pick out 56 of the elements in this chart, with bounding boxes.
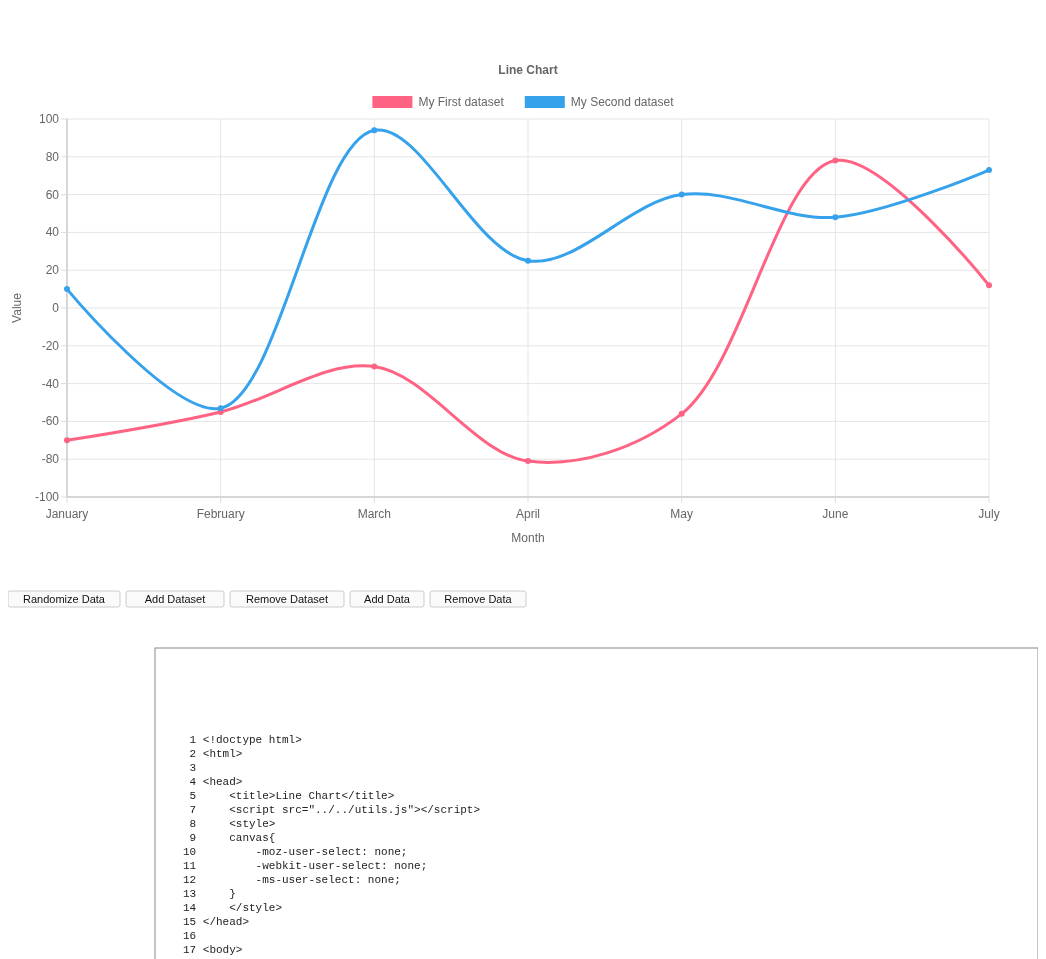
point — [371, 363, 378, 370]
text: 14 </style> — [183, 902, 283, 914]
y-tick-label: 80 — [45, 149, 60, 164]
point — [64, 286, 70, 293]
button: Add Data — [349, 590, 425, 608]
x-tick-label: February — [196, 507, 245, 521]
button: Add Dataset — [125, 590, 225, 608]
text: 16 — [183, 930, 197, 942]
text: 13 } — [183, 888, 236, 900]
text: 2 <html> — [183, 748, 243, 760]
point — [525, 458, 531, 465]
y-tick-label: -60 — [41, 414, 60, 429]
chart-title: Line Chart — [498, 63, 558, 77]
point — [371, 127, 378, 134]
y-tick-label: 20 — [45, 263, 60, 278]
text: 1 <!doctype html> — [183, 734, 302, 746]
button: Remove Data — [429, 590, 527, 608]
text: 9 canvas{ — [183, 832, 276, 844]
y-tick-label: -80 — [41, 452, 60, 467]
point — [525, 257, 531, 264]
point — [986, 282, 992, 289]
text: 7 <script src="../../utils.js"></script> — [183, 804, 481, 816]
y-tick-label: -40 — [41, 376, 60, 391]
button: Remove Dataset — [229, 590, 345, 608]
y-tick-label: 0 — [52, 301, 60, 315]
legend-label: My Second dataset — [570, 95, 675, 109]
y-tick-label: -20 — [41, 338, 60, 353]
text: 17 <body> — [183, 944, 243, 956]
x-tick-label: April — [515, 507, 541, 521]
x-tick-label: January — [45, 507, 89, 521]
point — [678, 191, 685, 198]
y-tick-label: 100 — [38, 112, 60, 126]
button: Randomize Data — [8, 590, 121, 608]
point — [678, 410, 685, 417]
y-tick-label: 60 — [45, 187, 60, 202]
y-axis-title: Value — [10, 292, 24, 323]
x-tick-label: June — [822, 507, 849, 521]
point — [986, 167, 992, 174]
text: 3 — [183, 762, 197, 774]
y-tick-label: 40 — [45, 225, 60, 240]
y-tick-label: -100 — [34, 490, 60, 504]
text: 10 -moz-user-select: none; — [183, 846, 408, 858]
text: 15 </head> — [183, 916, 250, 928]
point — [64, 437, 70, 444]
x-tick-label: May — [670, 507, 693, 521]
text: 12 -ms-user-select: none; — [183, 874, 401, 886]
x-axis-title: Month — [511, 531, 545, 545]
text: 8 <style> — [183, 818, 276, 830]
text: 11 -webkit-user-select: none; — [183, 860, 428, 872]
text: 4 <head> — [183, 776, 243, 788]
point — [832, 157, 839, 164]
point — [832, 214, 839, 221]
x-tick-label: July — [978, 507, 1000, 521]
legend-label: My First dataset — [418, 95, 505, 109]
x-tick-label: March — [357, 507, 392, 521]
text: 5 <title>Line Chart</title> — [183, 790, 395, 802]
